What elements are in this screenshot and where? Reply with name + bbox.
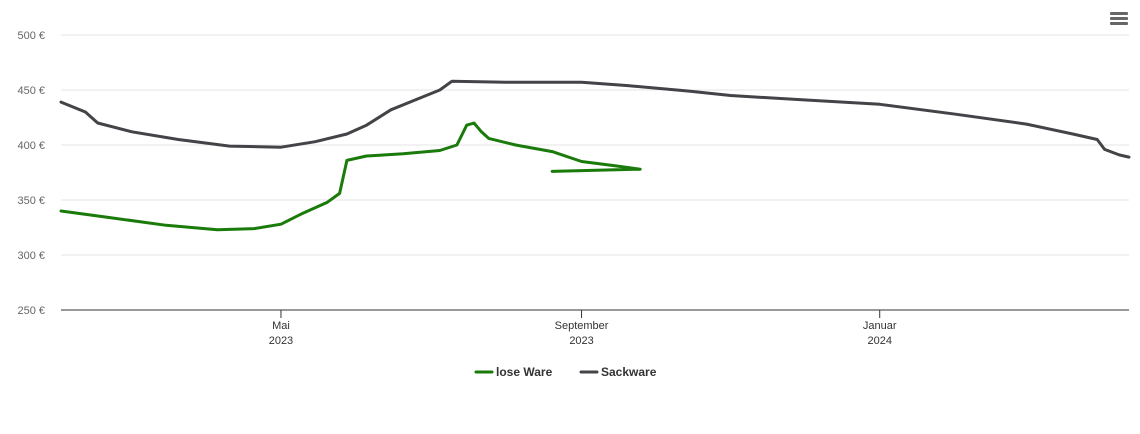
x-tick-label: September — [555, 320, 609, 332]
chart-menu-icon[interactable] — [1110, 12, 1128, 28]
y-tick-label: 250 € — [17, 305, 45, 317]
x-tick-label: Mai — [272, 320, 290, 332]
x-axis: Mai 2023 September 2023 Januar 2024 — [269, 310, 897, 347]
legend-label: Sackware — [601, 365, 657, 379]
y-tick-label: 400 € — [17, 140, 45, 152]
x-tick-year-label: 2023 — [269, 335, 293, 347]
legend-item[interactable]: Sackware — [579, 365, 657, 379]
x-tick-label: Januar — [863, 320, 897, 332]
x-tick-year-label: 2024 — [867, 335, 891, 347]
y-tick-label: 350 € — [17, 195, 45, 207]
series-line-sackware[interactable] — [59, 79, 1131, 159]
legend-label: lose Ware — [496, 365, 553, 379]
x-tick-year-label: 2023 — [569, 335, 593, 347]
y-axis: 250 € 300 € 350 € 400 € 450 € 500 € — [17, 30, 45, 317]
legend[interactable]: lose Ware Sackware — [474, 365, 657, 379]
y-tick-label: 450 € — [17, 85, 45, 97]
y-tick-label: 300 € — [17, 250, 45, 262]
series-line-lose-ware[interactable] — [59, 121, 642, 232]
legend-item[interactable]: lose Ware — [474, 365, 553, 379]
series-group — [59, 79, 1131, 232]
y-tick-label: 500 € — [17, 30, 45, 42]
